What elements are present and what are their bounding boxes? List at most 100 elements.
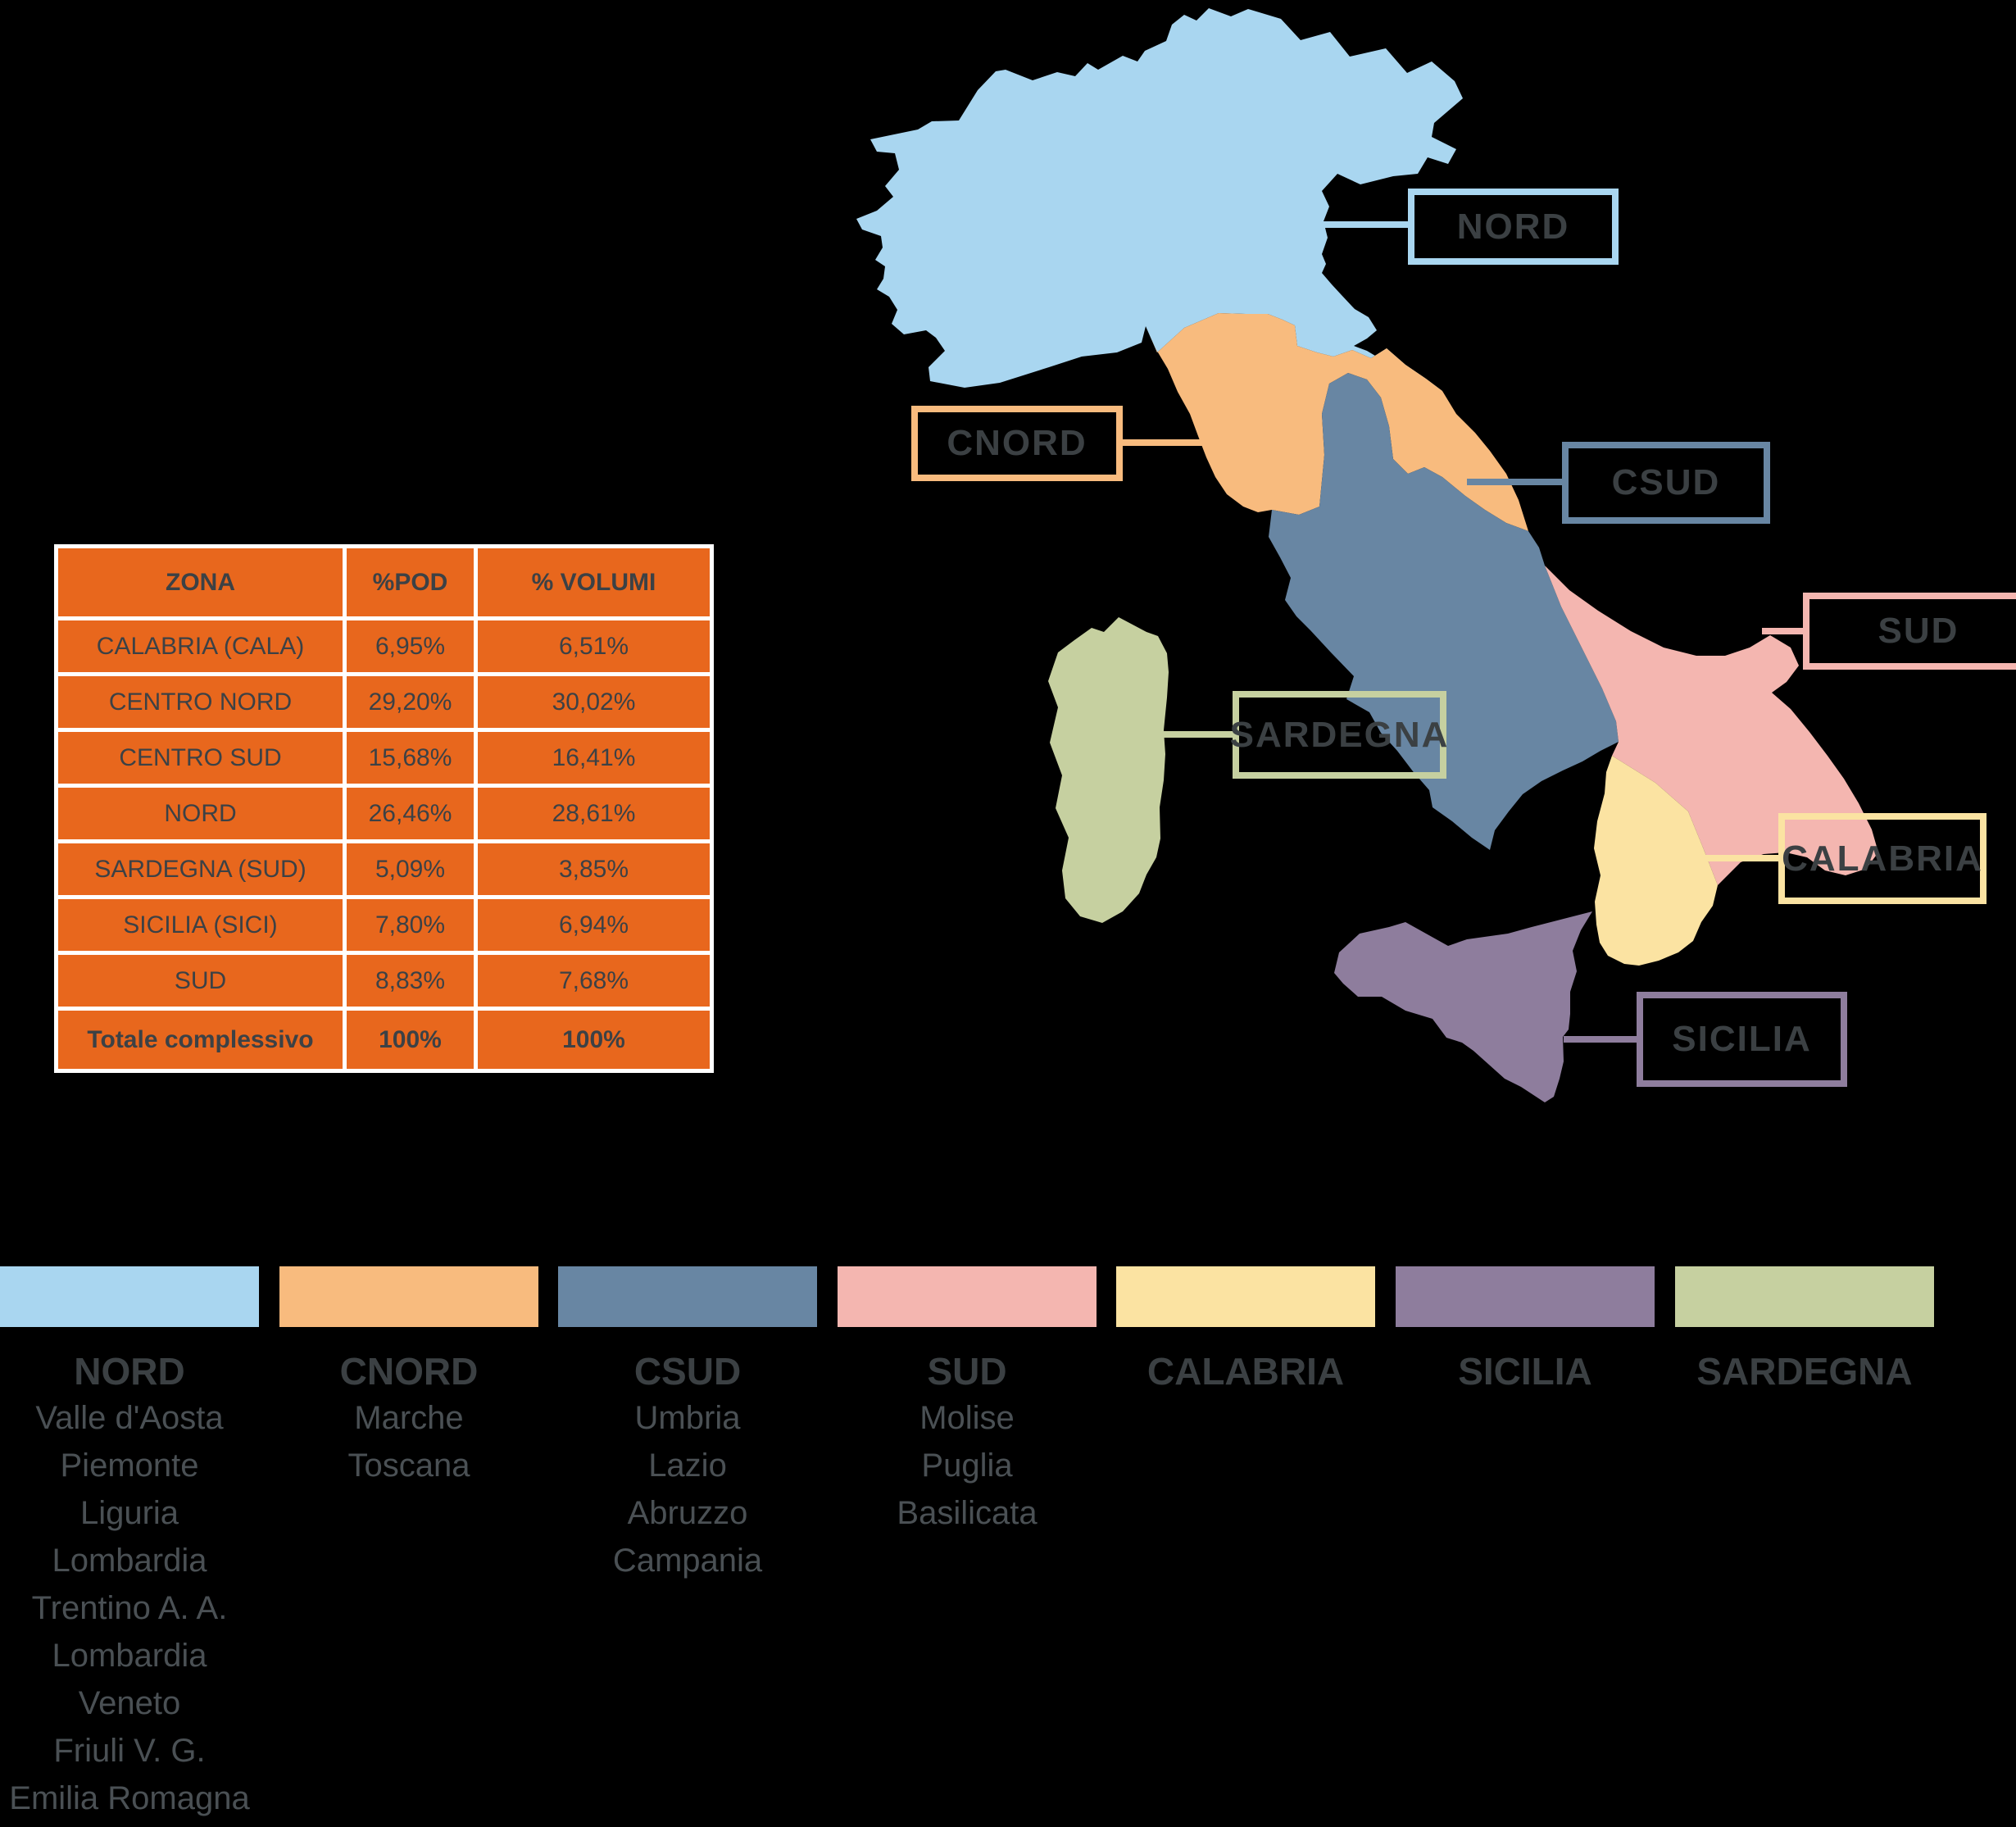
table-total-row-cell-0: Totale complessivo (54, 1007, 347, 1073)
map-label-csud: CSUD (1562, 442, 1770, 524)
map-label-connector-sicilia (1564, 1036, 1639, 1043)
legend-region-nord-0: Valle d'Aosta (35, 1400, 224, 1436)
map-region-sicilia (1334, 911, 1592, 1102)
legend-region-csud-2: Abruzzo (627, 1495, 748, 1531)
map-label-csud-text: CSUD (1611, 462, 1721, 502)
map-label-connector-calabria (1703, 855, 1782, 861)
legend-swatch-cnord (279, 1266, 538, 1327)
legend-region-nord-4: Trentino A. A. (31, 1590, 228, 1626)
table-row-6-cell-2: 7,68% (474, 951, 714, 1011)
map-label-sardegna: SARDEGNA (1230, 691, 1447, 779)
legend-column-calabria: CALABRIA (1116, 1266, 1375, 1394)
legend-column-nord: NORD Valle d'Aosta Piemonte Liguria Lombardi… (0, 1266, 259, 1822)
table-row-2-cell-1: 15,68% (343, 728, 478, 788)
map-region-cnord (1146, 313, 1528, 531)
legend-column-sud: SUD Molise Puglia Basilicata (838, 1266, 1097, 1537)
legend-title-sardegna: SARDEGNA (1696, 1350, 1913, 1393)
legend-column-csud: CSUD Umbria Lazio Abruzzo Campania (558, 1266, 817, 1584)
legend-title-sud: SUD (927, 1350, 1007, 1393)
table-row-6: SUD 8,83% 7,68% (54, 951, 714, 1011)
legend-region-nord-5: Lombardia (52, 1638, 207, 1674)
table-row-2-cell-2: 16,41% (474, 728, 714, 788)
table-row-5: SICILIA (SICI) 7,80% 6,94% (54, 895, 714, 955)
map-label-sicilia: SICILIA (1637, 992, 1847, 1087)
map-islet-lagoon-2 (1296, 209, 1305, 217)
map-label-connector-sardegna (1159, 731, 1236, 738)
table-row-4-cell-2: 3,85% (474, 839, 714, 899)
legend-region-sud-2: Basilicata (897, 1495, 1038, 1531)
legend-region-cnord-1: Toscana (347, 1448, 470, 1484)
legend-title-cnord: CNORD (339, 1350, 479, 1393)
legend-region-nord-1: Piemonte (60, 1448, 199, 1484)
table-row-0: CALABRIA (CALA) 6,95% 6,51% (54, 616, 714, 676)
table-row-3-cell-0: NORD (54, 784, 347, 843)
table-row-3: NORD 26,46% 28,61% (54, 784, 714, 843)
table-row-5-cell-2: 6,94% (474, 895, 714, 955)
table-header-row-cell-0: ZONA (54, 544, 347, 620)
table-row-3-cell-2: 28,61% (474, 784, 714, 843)
table-row-2: CENTRO SUD 15,68% 16,41% (54, 728, 714, 788)
table-row-0-cell-0: CALABRIA (CALA) (54, 616, 347, 676)
table-row-1-cell-2: 30,02% (474, 672, 714, 732)
table-row-6-cell-0: SUD (54, 951, 347, 1011)
legend-region-csud-3: Campania (612, 1543, 763, 1579)
zone-share-table: ZONA %POD% VOLUMI CALABRIA (CALA) 6,95% 6,51… (54, 544, 714, 1073)
map-region-nord (856, 8, 1463, 391)
map-label-sicilia-text: SICILIA (1672, 1019, 1812, 1059)
table-row-1: CENTRO NORD 29,20% 30,02% (54, 672, 714, 732)
map-label-nord: NORD (1408, 189, 1619, 265)
table-row-4-cell-0: SARDEGNA (SUD) (54, 839, 347, 899)
map-label-calabria-text: CALABRIA (1782, 838, 1983, 879)
map-label-calabria: CALABRIA (1778, 813, 1986, 904)
table-row-6-cell-1: 8,83% (343, 951, 478, 1011)
legend-region-nord-7: Friuli V. G. (53, 1733, 206, 1769)
legend-region-csud-0: Umbria (634, 1400, 741, 1436)
map-label-sud-text: SUD (1878, 611, 1959, 651)
map-label-sud: SUD (1803, 593, 2016, 670)
table-header-row: ZONA %POD% VOLUMI (54, 544, 714, 620)
map-label-nord-text: NORD (1456, 206, 1570, 247)
legend-swatch-calabria (1116, 1266, 1375, 1327)
table-row-1-cell-0: CENTRO NORD (54, 672, 347, 732)
legend-region-cnord-0: Marche (354, 1400, 464, 1436)
legend-region-nord-3: Lombardia (52, 1543, 207, 1579)
legend-swatch-sud (838, 1266, 1097, 1327)
map-region-csud (1269, 373, 1619, 850)
map-label-connector-cnord (1119, 439, 1227, 446)
legend-title-sicilia: SICILIA (1458, 1350, 1592, 1393)
legend-region-csud-1: Lazio (648, 1448, 727, 1484)
table-row-4: SARDEGNA (SUD) 5,09% 3,85% (54, 839, 714, 899)
legend-region-nord-2: Liguria (79, 1495, 179, 1531)
legend-title-csud: CSUD (633, 1350, 742, 1393)
legend-swatch-sardegna (1675, 1266, 1934, 1327)
table-header-row-cell-1: %POD (343, 544, 478, 620)
table-row-3-cell-1: 26,46% (343, 784, 478, 843)
map-region-calabria (1594, 756, 1718, 966)
table-total-row: Totale complessivo 100% 100% (54, 1007, 714, 1073)
table-row-4-cell-1: 5,09% (343, 839, 478, 899)
table-row-5-cell-1: 7,80% (343, 895, 478, 955)
map-region-sardegna (1048, 617, 1169, 923)
legend-swatch-sicilia (1396, 1266, 1655, 1327)
map-region-sud (1545, 566, 1878, 885)
legend-column-sardegna: SARDEGNA (1675, 1266, 1934, 1394)
table-row-1-cell-1: 29,20% (343, 672, 478, 732)
legend-swatch-csud (558, 1266, 817, 1327)
legend-column-sicilia: SICILIA (1396, 1266, 1655, 1394)
map-label-connector-sud (1762, 628, 1806, 634)
map-islet-lagoon-1 (1310, 169, 1319, 179)
map-label-cnord: CNORD (911, 406, 1123, 481)
table-row-2-cell-0: CENTRO SUD (54, 728, 347, 788)
legend-swatch-nord (0, 1266, 259, 1327)
map-label-connector-csud (1467, 479, 1565, 485)
table-header-row-cell-2: % VOLUMI (474, 544, 714, 620)
legend-title-calabria: CALABRIA (1146, 1350, 1345, 1393)
table-row-0-cell-1: 6,95% (343, 616, 478, 676)
table-row-0-cell-2: 6,51% (474, 616, 714, 676)
map-label-cnord-text: CNORD (947, 423, 1087, 463)
map-label-sardegna-text: SARDEGNA (1229, 714, 1450, 755)
legend-title-nord: NORD (74, 1350, 185, 1393)
map-label-connector-nord (1321, 221, 1411, 228)
